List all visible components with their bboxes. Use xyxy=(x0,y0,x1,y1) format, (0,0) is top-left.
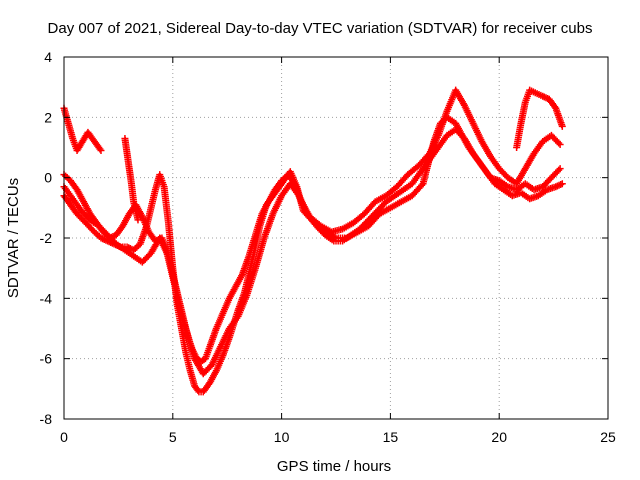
x-axis-label: GPS time / hours xyxy=(277,458,391,475)
data-point xyxy=(556,165,564,173)
data-points xyxy=(60,86,566,396)
data-point xyxy=(558,122,566,130)
data-point xyxy=(558,180,566,188)
data-point-interp xyxy=(194,386,202,394)
x-tick-label: 5 xyxy=(169,429,177,445)
data-point-interp xyxy=(555,139,563,147)
series-3 xyxy=(60,125,564,378)
series-4 xyxy=(60,86,566,224)
data-point-interp xyxy=(96,145,104,153)
y-tick-label: -8 xyxy=(40,411,53,427)
y-axis-label: SDTVAR / TECUs xyxy=(5,178,22,298)
x-tick-label: 20 xyxy=(491,429,507,445)
y-tick-label: -2 xyxy=(40,230,53,246)
chart-title: Day 007 of 2021, Sidereal Day-to-day VTE… xyxy=(48,20,593,37)
y-tick-label: 0 xyxy=(44,170,52,186)
x-tick-label: 0 xyxy=(60,429,68,445)
data-point xyxy=(134,216,142,224)
y-tick-label: 2 xyxy=(44,109,52,125)
data-point-interp xyxy=(555,166,563,174)
x-tick-label: 25 xyxy=(600,429,616,445)
x-tick-label: 10 xyxy=(274,429,290,445)
x-tick-label: 15 xyxy=(383,429,399,445)
y-tick-label: -6 xyxy=(40,351,53,367)
axis-ticks: 0 5 10 15 20 25 -8 -6 -4 -2 0 2 4 xyxy=(40,49,616,445)
data-point xyxy=(556,140,564,148)
data-point xyxy=(97,147,105,155)
y-tick-label: 4 xyxy=(44,49,52,65)
y-tick-label: -4 xyxy=(40,290,53,306)
